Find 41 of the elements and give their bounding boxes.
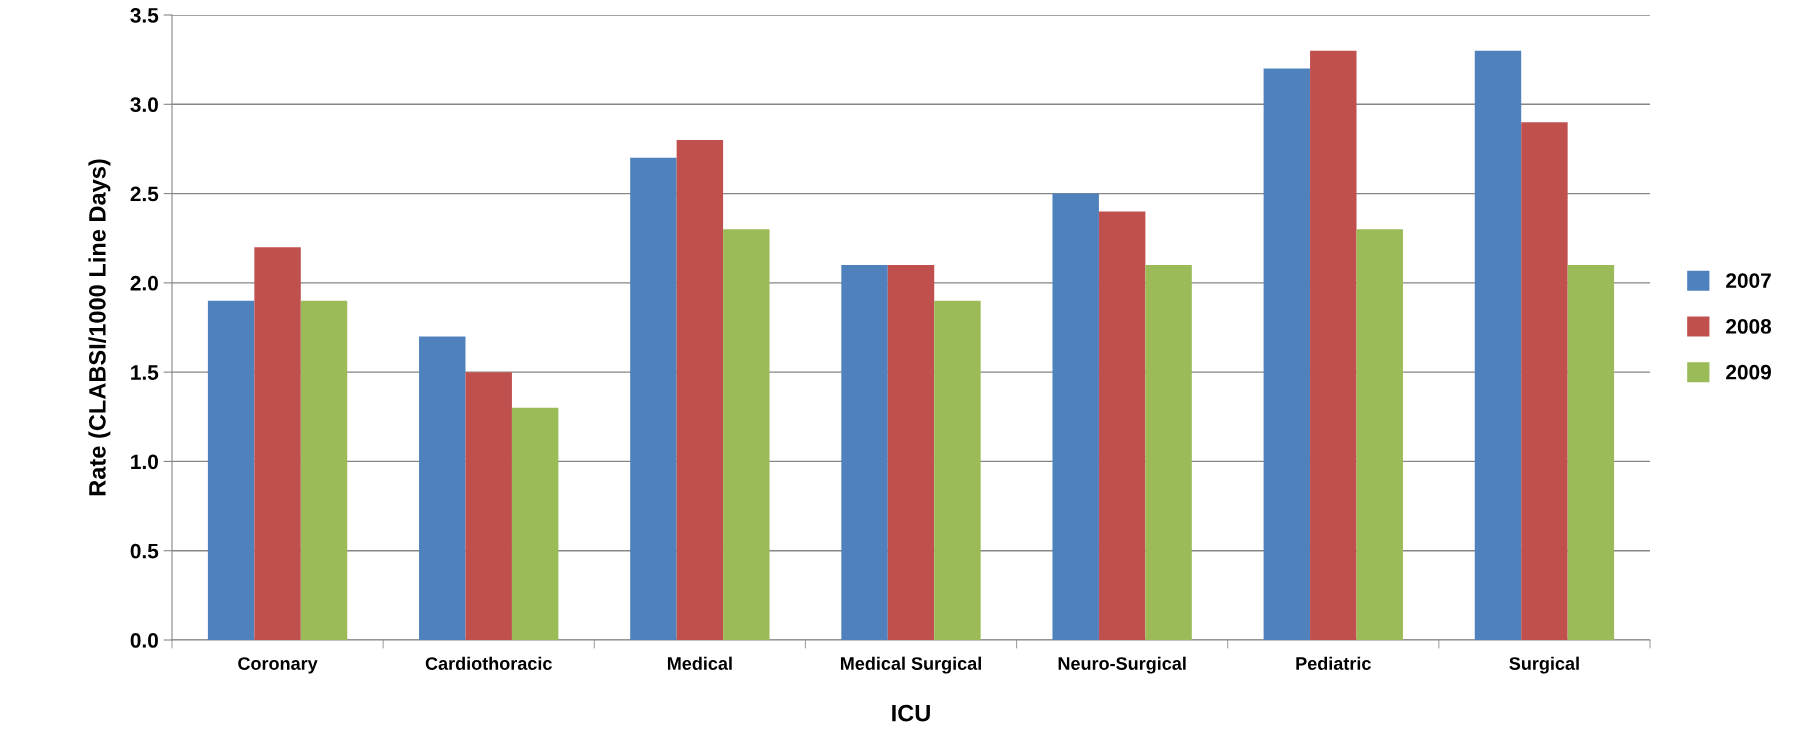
bar bbox=[676, 140, 724, 640]
bar bbox=[1474, 50, 1522, 640]
bar bbox=[254, 247, 301, 640]
bar bbox=[841, 265, 888, 640]
y-tick-label: 2.0 bbox=[130, 275, 158, 291]
legend-label: 2009 bbox=[1726, 364, 1771, 380]
legend-label: 2008 bbox=[1726, 319, 1772, 334]
bar bbox=[630, 157, 677, 640]
x-tick-label: Medical Surgical bbox=[840, 656, 981, 674]
legend-label: 2007 bbox=[1726, 273, 1771, 288]
bar bbox=[1310, 50, 1357, 640]
x-axis-title: ICU bbox=[892, 704, 930, 722]
bar bbox=[1052, 193, 1099, 640]
x-tick-label: Cardiothoracic bbox=[425, 656, 552, 670]
bar bbox=[207, 300, 255, 640]
y-tick-label: 3.0 bbox=[130, 97, 158, 113]
x-tick-label: Coronary bbox=[238, 657, 318, 674]
y-axis-title: Rate (CLABSI/1000 Line Days) bbox=[88, 159, 111, 496]
bar bbox=[887, 265, 935, 640]
bar bbox=[1145, 265, 1192, 640]
bar bbox=[1567, 265, 1615, 640]
bar bbox=[934, 300, 981, 640]
bar bbox=[511, 407, 559, 640]
y-tick-label: 1.5 bbox=[131, 365, 159, 380]
y-tick-label: 0.5 bbox=[130, 543, 159, 559]
bar bbox=[1098, 211, 1146, 640]
y-tick-label: 2.5 bbox=[130, 186, 159, 202]
bar bbox=[1521, 122, 1568, 640]
y-tick-label: 0.0 bbox=[130, 633, 158, 648]
bar bbox=[300, 300, 348, 640]
x-tick-label: Medical bbox=[667, 656, 732, 670]
bar bbox=[419, 336, 466, 640]
x-tick-label: Neuro-Surgical bbox=[1058, 656, 1186, 674]
y-tick-label: 1.0 bbox=[131, 454, 158, 470]
bar bbox=[1263, 68, 1311, 640]
bar bbox=[1356, 229, 1403, 640]
x-tick-label: Surgical bbox=[1509, 656, 1579, 674]
x-tick-label: Pediatric bbox=[1296, 656, 1371, 670]
y-tick-label: 3.5 bbox=[130, 8, 159, 23]
bar bbox=[465, 372, 512, 640]
bar bbox=[723, 229, 770, 640]
